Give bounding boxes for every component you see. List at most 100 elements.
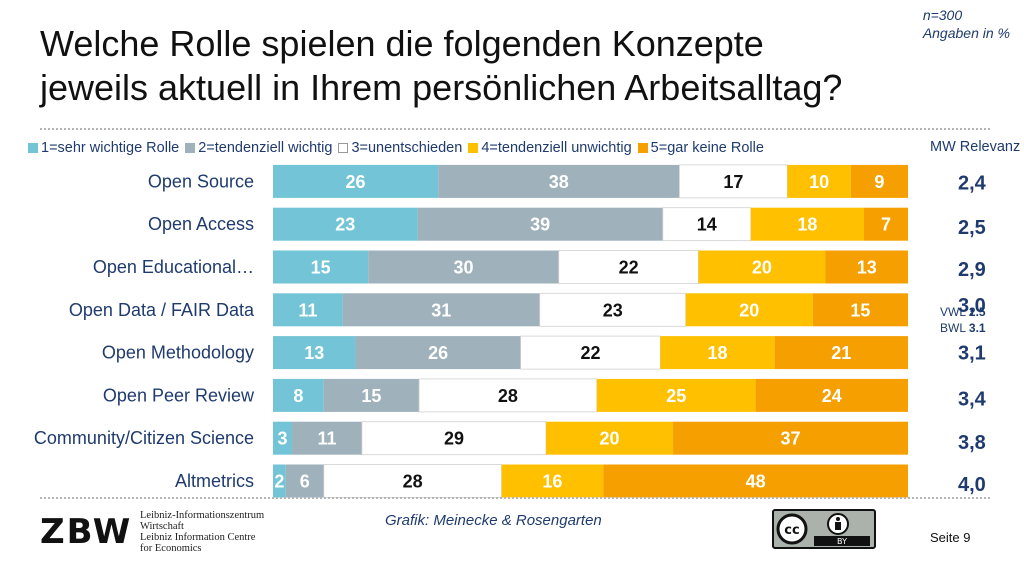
legend-label: 1=sehr wichtige Rolle — [41, 140, 180, 156]
bar-segment — [273, 250, 369, 284]
bar-segment — [323, 378, 420, 412]
category-label: Open Access — [148, 214, 254, 234]
bar-segment — [673, 421, 908, 455]
bar-segment — [361, 421, 547, 456]
data-label: 26 — [428, 343, 448, 363]
data-label: 24 — [822, 386, 842, 406]
data-label: 14 — [697, 215, 717, 235]
org-line: Wirtschaft — [140, 521, 184, 532]
bar-segment — [685, 293, 813, 327]
bar-segment — [698, 250, 826, 284]
title-line-1: Welche Rolle spielen die folgenden Konze… — [40, 23, 764, 64]
title-line-2: jeweils aktuell in Ihrem persönlichen Ar… — [40, 67, 843, 108]
bar-segment — [273, 464, 286, 498]
data-label: 29 — [444, 429, 464, 449]
bar-segment — [418, 378, 598, 413]
data-label: 28 — [403, 472, 423, 492]
legend-item: 1=sehr wichtige Rolle — [28, 140, 179, 156]
legend-item: 4=tendenziell unwichtig — [468, 140, 632, 156]
data-label: 20 — [752, 258, 772, 278]
legend-swatch — [185, 143, 196, 153]
mw-relevanz-value: 4,0 — [958, 474, 986, 496]
subgroup-note: VWL 2.5 BWL 3.1 — [940, 304, 986, 336]
data-label: 3 — [278, 429, 288, 449]
org-line: for Economics — [140, 543, 202, 554]
bar-segment — [355, 336, 521, 370]
data-label: 11 — [298, 300, 317, 320]
bar-segment — [603, 464, 908, 498]
data-label: 21 — [831, 343, 851, 363]
zbw-logo: ZBW — [40, 512, 133, 552]
data-label: 15 — [311, 258, 331, 278]
legend-swatch — [338, 143, 349, 153]
data-label: 30 — [453, 258, 473, 278]
legend-swatch — [637, 143, 648, 153]
data-label: 39 — [530, 215, 550, 235]
data-label: 26 — [346, 172, 366, 192]
legend-item: 3=unentschieden — [338, 140, 462, 156]
bar-segment — [273, 207, 418, 241]
data-label: 38 — [549, 172, 569, 192]
mw-relevanz-value: 2,5 — [958, 217, 986, 239]
bar-segment — [539, 292, 687, 327]
bar-segment — [417, 207, 663, 241]
graphic-credit: Grafik: Meinecke & Rosengarten — [385, 512, 602, 529]
data-label: 23 — [603, 300, 623, 320]
legend-item: 5=gar keine Rolle — [637, 140, 764, 156]
category-label: Open Methodology — [102, 343, 254, 363]
bar-segment — [662, 207, 752, 242]
legend-swatch — [468, 143, 479, 153]
bar-segment — [285, 464, 324, 498]
unit-note: Angaben in % — [922, 25, 1010, 41]
top-divider — [40, 128, 990, 130]
data-label: 22 — [619, 258, 639, 278]
bar-segment — [501, 464, 604, 498]
data-label: 7 — [881, 215, 891, 235]
bar-segment — [273, 378, 324, 412]
data-label: 18 — [707, 343, 727, 363]
cc-icon: cc — [776, 513, 808, 545]
bar-segment — [438, 164, 680, 198]
bar-segment — [273, 164, 439, 198]
legend-label: 4=tendenziell unwichtig — [481, 140, 632, 156]
page-title: Welche Rolle spielen die folgenden Konze… — [40, 22, 940, 110]
mw-relevanz-value: 3,8 — [958, 432, 986, 454]
page-number: Seite 9 — [930, 530, 971, 545]
bar-segment — [342, 293, 540, 327]
data-label: 22 — [580, 343, 600, 363]
data-label: 25 — [666, 386, 686, 406]
category-label: Community/Citizen Science — [34, 428, 254, 448]
mw-relevanz-value: 3,4 — [958, 388, 987, 410]
data-label: 37 — [781, 429, 801, 449]
data-label: 13 — [857, 258, 877, 278]
data-label: 10 — [809, 172, 829, 192]
bar-segment — [273, 336, 356, 370]
data-label: 15 — [850, 300, 870, 320]
org-line: Leibniz Information Centre — [140, 532, 256, 543]
bar-segment — [660, 336, 775, 370]
bottom-divider — [40, 497, 990, 499]
category-label: Altmetrics — [175, 471, 254, 491]
sample-info: n=300 Angaben in % — [923, 6, 1010, 42]
legend-swatch — [28, 143, 38, 153]
bar-segment — [787, 164, 851, 198]
bar-segment — [825, 250, 908, 284]
bar-segment — [812, 293, 908, 327]
bar-segment — [273, 293, 343, 327]
data-label: 16 — [542, 472, 562, 492]
data-label: 23 — [335, 215, 355, 235]
attribution-icon — [827, 513, 849, 535]
data-label: 6 — [300, 472, 310, 492]
bar-segment — [755, 378, 908, 412]
bar-segment — [368, 250, 559, 284]
category-label: Open Peer Review — [103, 385, 255, 405]
vwl-note: VWL 2.5 — [940, 304, 986, 320]
vwl-value: 2.5 — [968, 305, 986, 319]
data-label: 48 — [746, 472, 766, 492]
bar-segment — [292, 421, 362, 455]
bar-segment — [546, 421, 674, 455]
data-label: 11 — [317, 429, 336, 449]
bwl-value: 3.1 — [968, 321, 986, 335]
data-label: 9 — [874, 172, 884, 192]
legend-label: 5=gar keine Rolle — [650, 140, 764, 156]
